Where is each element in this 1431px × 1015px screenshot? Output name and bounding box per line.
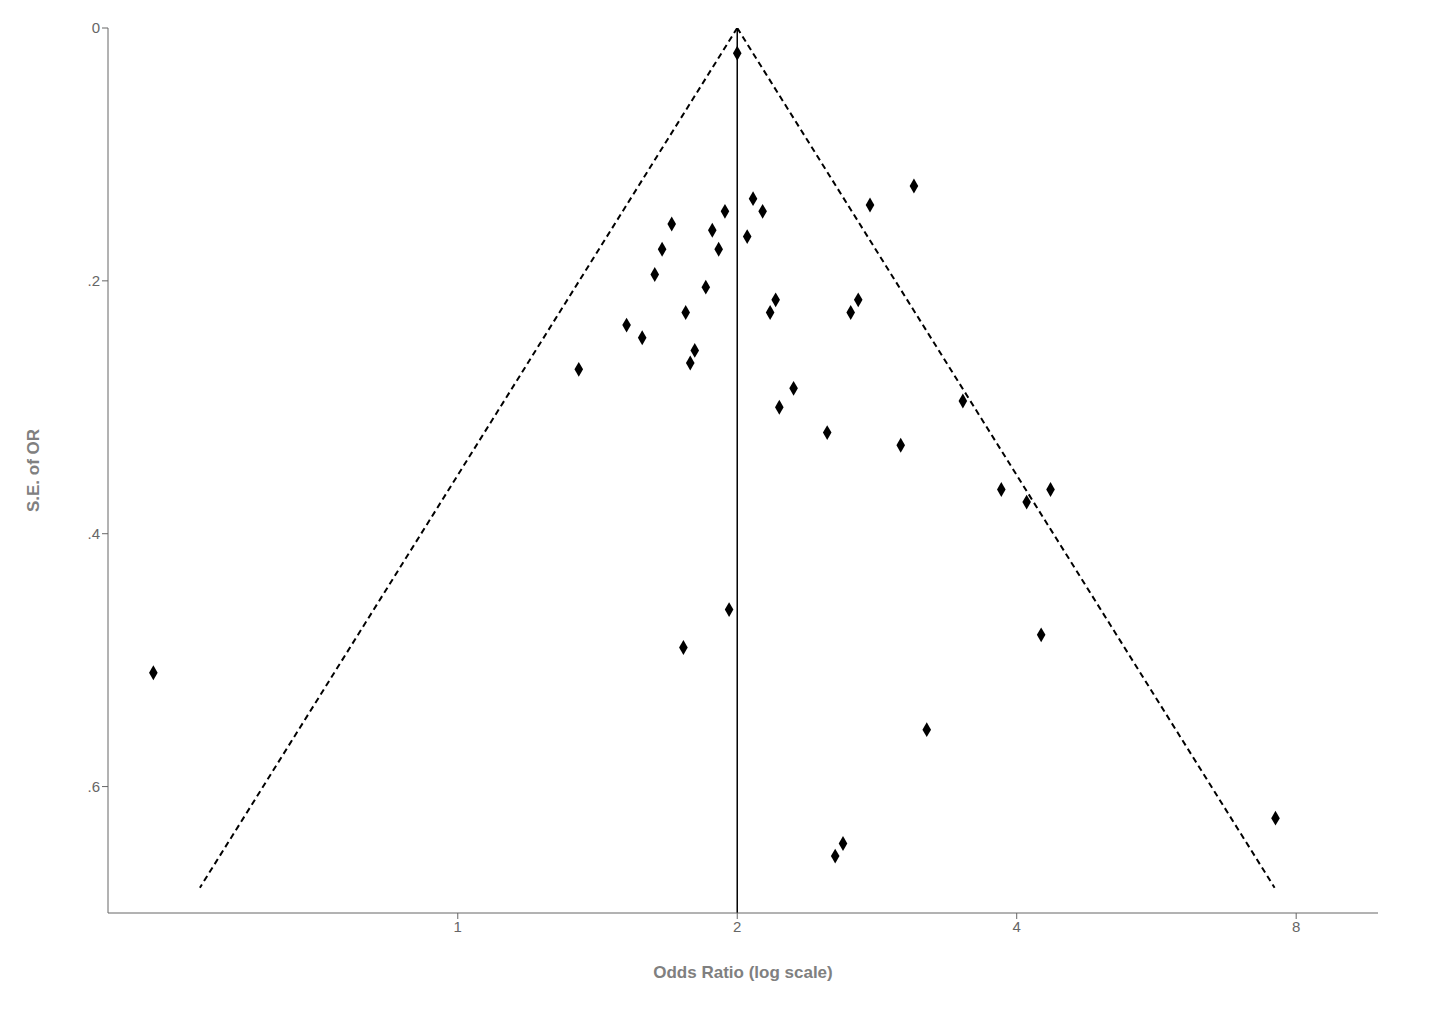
svg-text:.6: .6 [87, 778, 100, 795]
svg-text:S.E. of OR: S.E. of OR [24, 429, 43, 512]
svg-text:1: 1 [454, 918, 462, 935]
svg-text:.4: .4 [87, 525, 100, 542]
svg-text:Odds Ratio (log scale): Odds Ratio (log scale) [653, 963, 832, 982]
svg-text:8: 8 [1292, 918, 1300, 935]
svg-text:.2: .2 [87, 272, 100, 289]
svg-text:2: 2 [733, 918, 741, 935]
svg-text:0: 0 [92, 19, 100, 36]
svg-text:4: 4 [1013, 918, 1021, 935]
